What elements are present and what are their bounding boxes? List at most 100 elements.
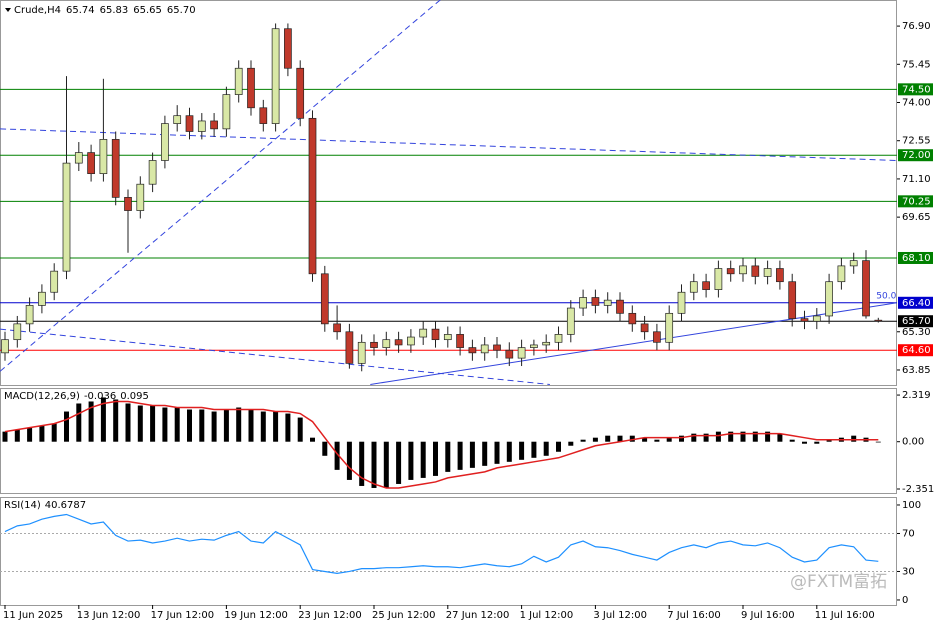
candle-body <box>320 273 329 325</box>
ohlc-readout: 65.83 <box>100 5 129 16</box>
macd-bar <box>519 441 525 460</box>
macd-bar <box>642 437 648 442</box>
x-tick-label: 9 Jul 16:00 <box>741 610 795 621</box>
candle-body <box>197 120 206 132</box>
macd-bar <box>679 435 684 442</box>
candle-body <box>689 281 698 293</box>
candle-body <box>640 323 649 333</box>
candle-body <box>185 115 194 132</box>
candle-body <box>271 28 280 124</box>
macd-bar <box>568 441 574 446</box>
candle-body <box>702 281 710 290</box>
candle-body <box>148 160 157 185</box>
macd-bar <box>752 431 758 442</box>
candle-body <box>370 341 378 348</box>
y-tick-label: 75.45 <box>902 59 931 70</box>
level-label-box <box>898 315 933 328</box>
candle-body <box>849 260 858 267</box>
x-tick-label: 19 Jun 12:00 <box>224 610 288 621</box>
x-tick-label: 25 Jun 12:00 <box>372 610 436 621</box>
y-tick-label: 30 <box>902 566 915 577</box>
annotation: 50.0 <box>876 291 896 301</box>
macd-bar <box>494 441 500 464</box>
candle-body <box>628 312 637 325</box>
candle-body <box>173 115 182 124</box>
candle-body <box>296 67 305 119</box>
y-tick-label: 69.65 <box>902 212 931 223</box>
macd-bar <box>875 441 881 443</box>
candle-body <box>579 297 587 309</box>
candle-body <box>394 339 403 346</box>
macd-bar <box>371 441 377 488</box>
y-tick-label: 74.00 <box>902 98 931 109</box>
indicator-name: MACD(12,26,9) <box>4 391 80 402</box>
candle-body <box>407 336 415 346</box>
candle-body <box>714 268 723 290</box>
candle-body <box>1 339 9 354</box>
macd-bar <box>666 437 672 442</box>
macd-bar <box>592 437 598 442</box>
macd-bar <box>482 441 488 466</box>
candle-body <box>431 328 440 341</box>
candle-body <box>837 265 846 283</box>
level-label-box <box>898 195 933 208</box>
trendline <box>370 302 897 385</box>
candle-body <box>653 331 661 343</box>
panel-title: MACD(12,26,9) -0.036 0.095 <box>4 391 149 402</box>
candle-body <box>726 268 735 275</box>
candle-body <box>443 334 452 341</box>
candle-body <box>111 139 120 198</box>
x-tick-label: 13 Jun 12:00 <box>77 610 141 621</box>
macd-bar <box>396 441 402 484</box>
macd-bar <box>617 435 623 442</box>
macd-bar <box>826 439 832 442</box>
macd-bar <box>469 441 475 468</box>
candle-body <box>382 339 391 348</box>
candle-body <box>763 268 772 277</box>
candle-body <box>566 307 575 335</box>
macd-bar <box>297 417 303 442</box>
macd-bar <box>39 425 45 442</box>
macd-bar <box>113 399 119 442</box>
menu-arrow[interactable] <box>5 8 11 12</box>
candle-body <box>13 323 22 341</box>
level-label-box <box>898 296 933 309</box>
x-tick-label: 11 Jul 16:00 <box>815 610 875 621</box>
indicator-name: RSI(14) <box>4 500 41 511</box>
macd-bar <box>346 441 352 480</box>
candle-body <box>210 120 218 130</box>
macd-panel <box>0 388 897 494</box>
macd-bar <box>703 433 709 442</box>
macd-bar <box>174 407 180 442</box>
macd-bar <box>580 439 586 442</box>
trendline <box>0 128 897 161</box>
macd-bar <box>605 435 611 442</box>
candle-body <box>862 260 870 317</box>
candle-body <box>800 318 809 322</box>
y-tick-label: 2.319 <box>902 390 931 401</box>
price-plot <box>0 0 897 385</box>
x-tick-label: 23 Jun 12:00 <box>298 610 362 621</box>
candle-body <box>616 299 624 314</box>
candle-body <box>62 162 71 272</box>
candle-body <box>284 28 292 69</box>
ohlc-readout: 65.74 <box>66 5 95 16</box>
macd-bar <box>506 441 512 462</box>
macd-bar <box>125 403 131 442</box>
macd-bar <box>789 439 795 442</box>
candle-body <box>874 319 883 322</box>
x-tick-label: 11 Jun 2025 <box>3 610 63 621</box>
y-tick-label: 65.30 <box>902 327 931 338</box>
candle-body <box>345 331 354 364</box>
candle-body <box>38 291 46 306</box>
candle-body <box>677 291 686 314</box>
rsi-line <box>4 513 879 574</box>
macd-bar <box>334 441 340 470</box>
candle-body <box>825 281 833 317</box>
signal-readout: 0.095 <box>120 391 149 402</box>
macd-bar <box>851 435 857 442</box>
macd-bar <box>814 441 820 444</box>
macd-bar <box>691 433 697 442</box>
